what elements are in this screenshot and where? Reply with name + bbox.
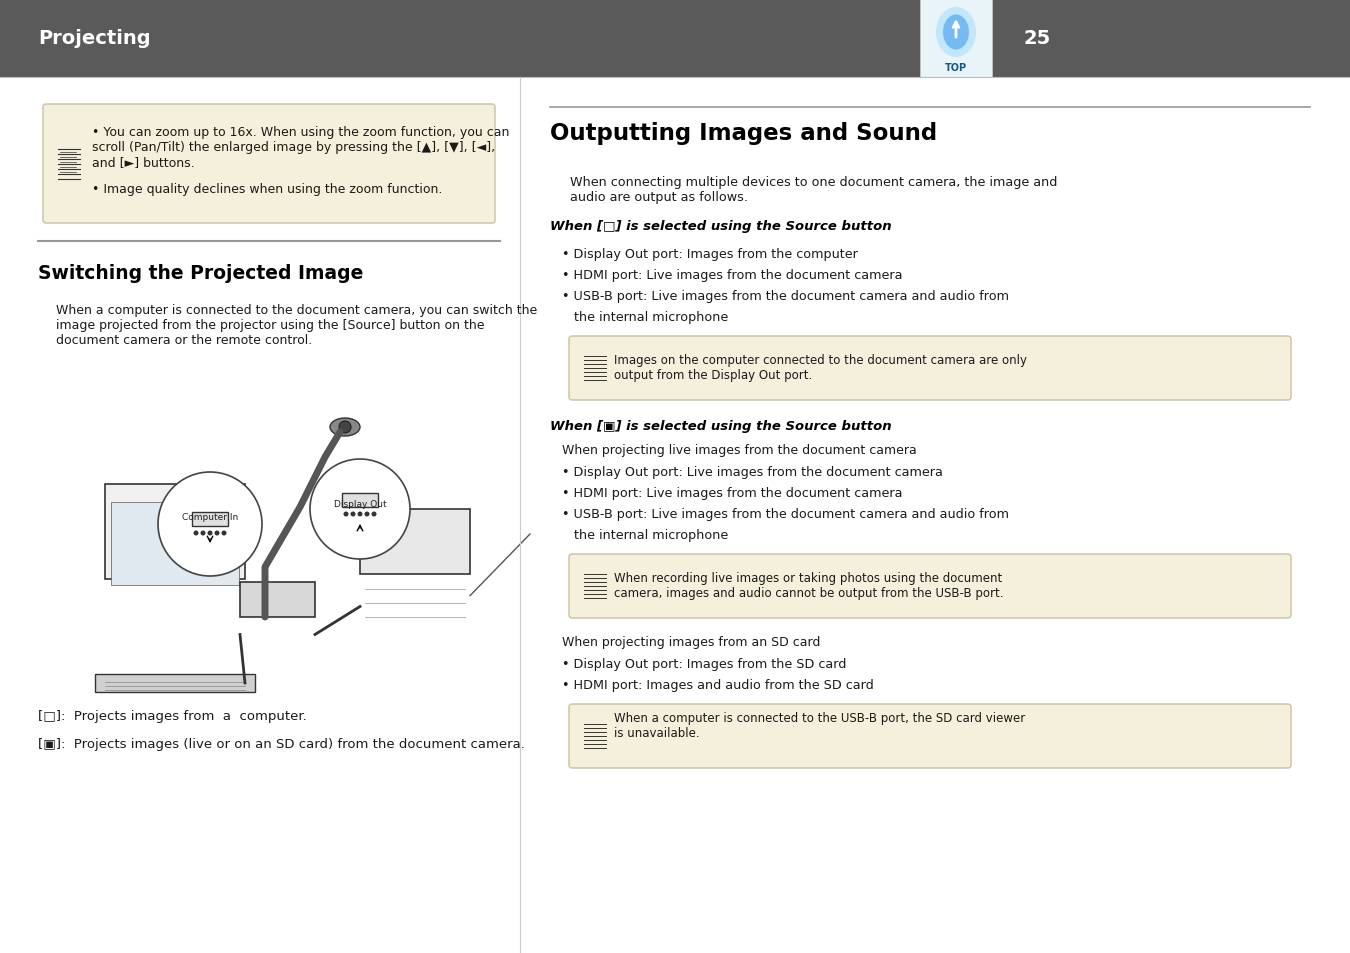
- Text: • Display Out port: Images from the computer: • Display Out port: Images from the comp…: [562, 248, 857, 261]
- Bar: [111, 502, 239, 585]
- Text: • HDMI port: Live images from the document camera: • HDMI port: Live images from the docume…: [562, 269, 903, 282]
- Text: • Display Out port: Live images from the document camera: • Display Out port: Live images from the…: [562, 465, 942, 478]
- Text: Images on the computer connected to the document camera are only
output from the: Images on the computer connected to the …: [614, 354, 1027, 381]
- Bar: [105, 484, 244, 579]
- Text: • USB-B port: Live images from the document camera and audio from: • USB-B port: Live images from the docum…: [562, 507, 1008, 520]
- Circle shape: [343, 512, 348, 517]
- Text: Display Out: Display Out: [333, 499, 386, 509]
- Text: • USB-B port: Live images from the document camera and audio from: • USB-B port: Live images from the docum…: [562, 290, 1008, 303]
- Text: When a computer is connected to the document camera, you can switch the
image pr: When a computer is connected to the docu…: [55, 304, 537, 347]
- Ellipse shape: [339, 421, 351, 434]
- Circle shape: [358, 512, 363, 517]
- Bar: [0, 0, 1350, 78]
- Text: When a computer is connected to the USB-B port, the SD card viewer
is unavailabl: When a computer is connected to the USB-…: [614, 711, 1025, 740]
- Text: When [▣] is selected using the Source button: When [▣] is selected using the Source bu…: [549, 419, 891, 433]
- Circle shape: [221, 531, 227, 536]
- Text: • Image quality declines when using the zoom function.: • Image quality declines when using the …: [92, 183, 443, 195]
- Circle shape: [158, 473, 262, 577]
- Circle shape: [371, 512, 377, 517]
- Text: Projecting: Projecting: [38, 30, 151, 49]
- Text: • HDMI port: Live images from the document camera: • HDMI port: Live images from the docume…: [562, 486, 903, 499]
- Text: • You can zoom up to 16x. When using the zoom function, you can
scroll (Pan/Tilt: • You can zoom up to 16x. When using the…: [92, 126, 509, 169]
- Text: When projecting images from an SD card: When projecting images from an SD card: [562, 636, 821, 648]
- Text: Switching the Projected Image: Switching the Projected Image: [38, 264, 363, 283]
- Bar: [240, 582, 315, 618]
- Circle shape: [215, 531, 220, 536]
- Bar: [95, 675, 255, 692]
- Circle shape: [364, 512, 370, 517]
- FancyBboxPatch shape: [568, 704, 1291, 768]
- Text: 25: 25: [1023, 30, 1050, 49]
- Text: [▣]:  Projects images (live or on an SD card) from the document camera.: [▣]: Projects images (live or on an SD c…: [38, 738, 525, 750]
- FancyBboxPatch shape: [43, 105, 495, 224]
- Text: When projecting live images from the document camera: When projecting live images from the doc…: [562, 443, 917, 456]
- Text: Outputting Images and Sound: Outputting Images and Sound: [549, 122, 937, 145]
- Text: [□]:  Projects images from  a  computer.: [□]: Projects images from a computer.: [38, 709, 306, 722]
- Circle shape: [201, 531, 205, 536]
- Text: Computer In: Computer In: [182, 513, 238, 521]
- Bar: [360, 510, 470, 575]
- Text: When [□] is selected using the Source button: When [□] is selected using the Source bu…: [549, 220, 891, 233]
- Text: the internal microphone: the internal microphone: [574, 311, 728, 324]
- Circle shape: [310, 459, 410, 559]
- Ellipse shape: [936, 8, 976, 58]
- Circle shape: [351, 512, 355, 517]
- Ellipse shape: [329, 418, 360, 436]
- Text: • Display Out port: Images from the SD card: • Display Out port: Images from the SD c…: [562, 658, 846, 670]
- Circle shape: [193, 531, 198, 536]
- Text: the internal microphone: the internal microphone: [574, 529, 728, 541]
- Text: • HDMI port: Images and audio from the SD card: • HDMI port: Images and audio from the S…: [562, 679, 873, 691]
- Text: TOP: TOP: [945, 63, 967, 73]
- Bar: [192, 513, 228, 526]
- Text: When recording live images or taking photos using the document
camera, images an: When recording live images or taking pho…: [614, 572, 1003, 599]
- Bar: [919, 0, 992, 78]
- Text: When connecting multiple devices to one document camera, the image and
audio are: When connecting multiple devices to one …: [570, 175, 1057, 204]
- Circle shape: [208, 531, 212, 536]
- FancyBboxPatch shape: [568, 336, 1291, 400]
- Bar: [342, 494, 378, 507]
- Ellipse shape: [944, 15, 969, 51]
- FancyBboxPatch shape: [568, 555, 1291, 618]
